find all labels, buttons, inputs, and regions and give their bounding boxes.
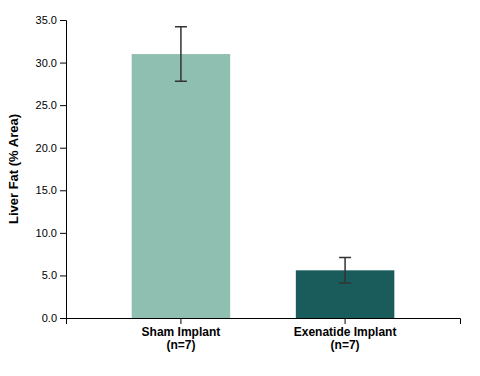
tick-label: 0.0 — [42, 312, 57, 324]
tick-label-line: Exenatide Implant — [294, 325, 397, 339]
chart: 0.0 5.0 10.0 15.0 20.0 25.0 30.0 35.0 Sham Impla… — [0, 0, 480, 376]
tick-label-line: (n=7) — [166, 338, 195, 352]
tick-label: 20.0 — [36, 142, 57, 154]
x-tick: Sham Implant(n=7) — [142, 318, 221, 352]
y-tick: 15.0 — [36, 184, 66, 196]
tick-mark — [60, 20, 66, 21]
y-tick: 35.0 — [36, 14, 66, 26]
y-axis-title: Liver Fat (% Area) — [6, 114, 21, 224]
tick-mark — [60, 233, 66, 234]
tick-mark — [60, 190, 66, 191]
axis-line — [60, 21, 67, 319]
y-axis: 0.0 5.0 10.0 15.0 20.0 25.0 30.0 35.0 — [36, 14, 67, 324]
tick-label: 30.0 — [36, 57, 57, 69]
tick-label: 10.0 — [36, 227, 57, 239]
tick-mark — [345, 318, 346, 324]
x-tick: Exenatide Implant(n=7) — [294, 318, 397, 352]
tick-mark — [60, 105, 66, 106]
x-axis: Sham Implant(n=7)Exenatide Implant(n=7) — [67, 318, 461, 352]
y-tick: 30.0 — [36, 57, 66, 69]
tick-label-line: Sham Implant — [142, 325, 221, 339]
y-tick: 25.0 — [36, 99, 66, 111]
tick-label: Exenatide Implant(n=7) — [294, 325, 397, 353]
y-tick: 5.0 — [42, 269, 66, 281]
tick-label: Sham Implant(n=7) — [142, 325, 221, 353]
y-tick: 10.0 — [36, 227, 66, 239]
error-bar — [175, 27, 187, 81]
tick-label-line: (n=7) — [331, 338, 360, 352]
bar — [132, 54, 231, 318]
y-tick: 20.0 — [36, 142, 66, 154]
tick-mark — [60, 63, 66, 64]
y-tick: 0.0 — [42, 312, 66, 324]
tick-label: 35.0 — [36, 14, 57, 26]
tick-label: 5.0 — [42, 269, 57, 281]
axis-line — [67, 319, 461, 325]
tick-label: 25.0 — [36, 99, 57, 111]
tick-mark — [180, 318, 181, 324]
tick-mark — [60, 318, 66, 319]
plot-area — [132, 27, 395, 318]
error-bar — [339, 258, 351, 284]
tick-mark — [60, 148, 66, 149]
tick-mark — [60, 275, 66, 276]
tick-label: 15.0 — [36, 184, 57, 196]
